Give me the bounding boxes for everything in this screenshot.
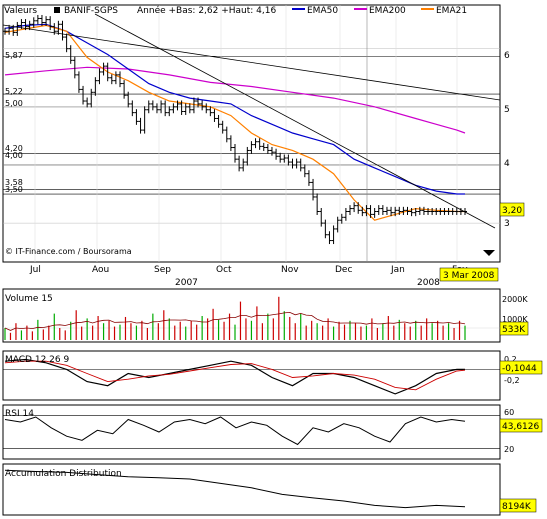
current-date-value: 3 Mar 2008 [443,271,495,281]
price-tick-3: 3 [504,219,510,229]
volume-title: Volume 15 [5,294,53,304]
month-label-sep: Sep [154,265,171,275]
ad-title: Accumulation Distribution [5,469,122,479]
rsi-tick-20: 20 [504,445,514,454]
series-line-ema50 [4,23,465,195]
level-label-358: 3,58 [5,178,23,187]
stats-label: Année +Bas: 2,62 +Haut: 4,16 [137,5,276,16]
macd-title: MACD 12 26 9 [5,355,69,365]
series-line-ema200 [4,66,466,134]
level-label-350: 3,50 [5,185,23,194]
legend-ema50: EMA50 [307,6,338,16]
price-tick-5: 5 [504,105,510,115]
month-label-jan: Jan [390,265,405,275]
current-price-value: 3,20 [502,206,522,216]
macd-tick-pos: 0,2 [504,355,517,364]
watermark: © IT-Finance.com / Boursorama [5,247,132,256]
ad-value-tag [499,498,537,513]
macd-panel-frame [2,350,501,401]
volume-current-value: 533K [502,325,526,335]
month-label-oct: Oct [216,265,232,275]
ad-current-value: 8194K [502,502,532,512]
macd-current-value: -0,1044 [502,364,537,374]
macd-line-macd [4,358,465,395]
rsi-panel-frame [2,404,501,460]
macd-value-tag [499,360,543,375]
legend-ema200: EMA200 [369,6,406,16]
volume-average-line [4,311,466,331]
current-price-tag [499,202,525,217]
volume-tick-1000k: 1000K [502,315,528,324]
valeurs-label: Valeurs [4,6,37,16]
macd-tick-neg: -0,2 [504,376,520,385]
series-line-ema21 [4,24,465,221]
volume-tick-2000k: 2000K [502,295,528,304]
level-label-400: 4,00 [5,151,23,160]
level-label-587: 5,87 [5,51,23,60]
level-label-500: 5,00 [5,99,23,108]
rsi-current-value: 43,6126 [502,422,539,432]
volume-value-tag [499,321,529,336]
ticker-marker-icon [54,7,60,13]
scroll-down-arrow-icon [483,250,495,256]
ad-line [4,469,466,509]
year-label-2008: 2008 [417,278,440,288]
ticker-label: BANIF-SGPS [64,6,118,16]
trend-line-steep [94,13,496,229]
month-label-jul: Jul [29,265,41,275]
legend-ema21: EMA21 [436,6,467,16]
current-date-tag [439,267,499,282]
macd-line-signal [4,360,466,391]
rsi-title: RSI 14 [5,409,34,419]
month-label-aou: Aou [92,265,109,275]
level-label-420: 4,20 [5,144,23,153]
price-tick-6: 6 [504,51,510,61]
rsi-value-tag [499,418,543,433]
month-label-dec: Dec [335,265,352,275]
level-label-522: 5,22 [5,87,23,96]
rsi-tick-60: 60 [504,408,514,417]
month-label-nov: Nov [281,265,299,275]
price-tick-4: 4 [504,159,510,169]
rsi-line [4,416,466,446]
trend-line-long [2,24,501,101]
year-label-2007: 2007 [175,278,198,288]
